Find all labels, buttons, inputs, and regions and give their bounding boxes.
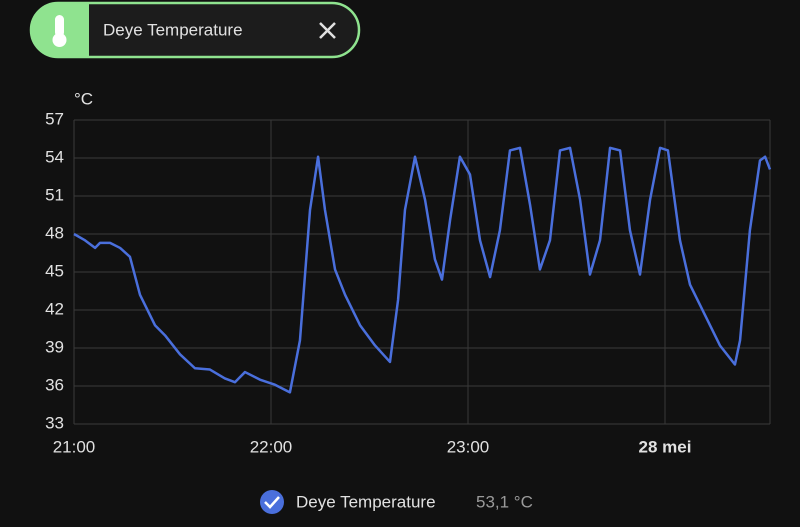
y-tick-label: 51: [45, 185, 64, 204]
y-tick-label: 36: [45, 375, 64, 394]
legend-checkmark: [264, 496, 280, 509]
chip-close[interactable]: [319, 22, 336, 39]
data-line: [73, 146, 772, 394]
y-tick-label: 42: [45, 299, 64, 318]
legend-item[interactable]: Deye Temperature 53,1 °C: [260, 490, 533, 514]
thermometer-icon: [52, 15, 67, 47]
y-tick-label: 57: [45, 109, 64, 128]
y-tick-label: 39: [45, 337, 64, 356]
x-tick-label: 22:00: [250, 437, 293, 456]
legend-label: Deye Temperature: [296, 492, 436, 511]
y-tick-label: 33: [45, 413, 64, 432]
entity-chip[interactable]: Deye Temperature: [29, 1, 361, 59]
y-tick-label: 54: [45, 147, 64, 166]
x-tick-label: 23:00: [447, 437, 490, 456]
x-tick-label: 28 mei: [639, 437, 692, 456]
chip-label: Deye Temperature: [103, 20, 243, 39]
legend-value: 53,1 °C: [476, 492, 533, 511]
y-tick-label: 45: [45, 261, 64, 280]
y-axis-unit: °C: [74, 89, 93, 108]
y-tick-label: 48: [45, 223, 64, 242]
legend-check: [260, 490, 284, 514]
x-tick-label: 21:00: [53, 437, 96, 456]
